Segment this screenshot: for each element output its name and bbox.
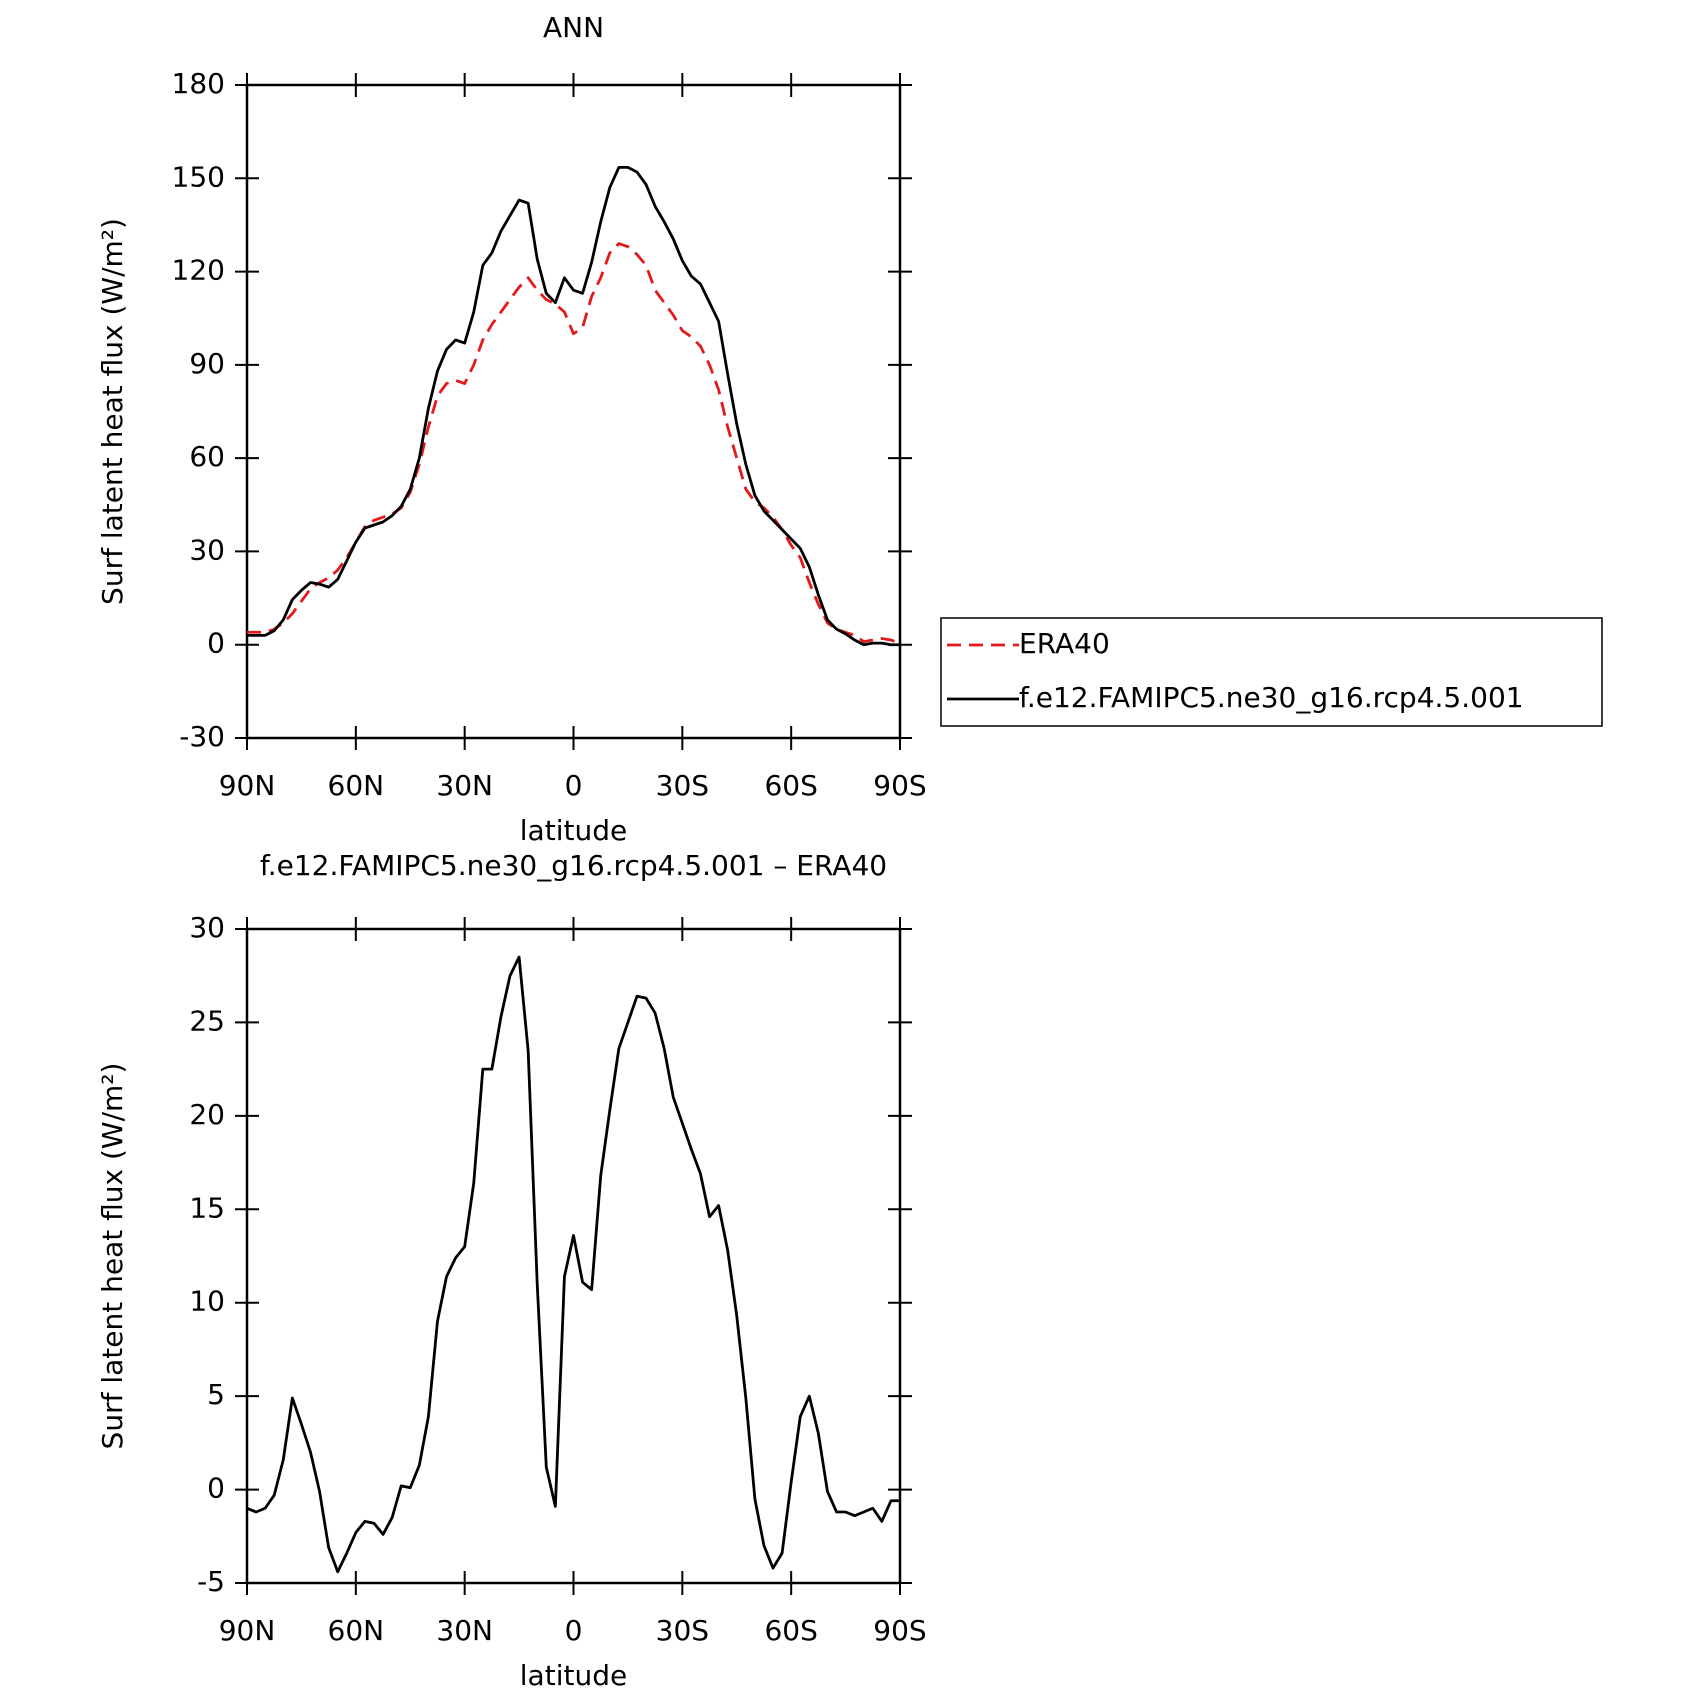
x-tick-label: 90N xyxy=(219,769,276,802)
y-tick-label: 10 xyxy=(189,1285,225,1318)
y-tick-label: 30 xyxy=(189,911,225,944)
plot-frame xyxy=(245,927,902,1585)
y-tick-label: 0 xyxy=(207,1472,225,1505)
data-line xyxy=(247,242,901,645)
y-tick-label: -30 xyxy=(179,720,225,753)
x-axis-label: latitude xyxy=(520,1659,627,1691)
x-tick-label: 90S xyxy=(873,1614,926,1647)
x-tick-label: 60S xyxy=(764,769,817,802)
legend-label: f.e12.FAMIPC5.ne30_g16.rcp4.5.001 xyxy=(1019,681,1524,714)
y-axis-label: Surf latent heat flux (W/m²) xyxy=(96,1063,129,1450)
y-tick-label: 15 xyxy=(189,1191,225,1224)
y-tick-label: 30 xyxy=(189,533,225,566)
legend-box xyxy=(940,617,1603,727)
x-tick-label: 30S xyxy=(656,769,709,802)
y-tick-label: 20 xyxy=(189,1098,225,1131)
y-tick-label: 5 xyxy=(207,1378,225,1411)
y-tick-label: 150 xyxy=(172,160,225,193)
x-tick-label: 60N xyxy=(328,1614,385,1647)
x-tick-label: 90S xyxy=(873,769,926,802)
plot-frame xyxy=(245,83,902,740)
x-tick-label: 60N xyxy=(328,769,385,802)
x-tick-label: 30N xyxy=(436,769,493,802)
y-tick-label: 120 xyxy=(172,254,225,287)
legend-label: ERA40 xyxy=(1019,627,1110,660)
y-axis-label: Surf latent heat flux (W/m²) xyxy=(96,218,129,605)
x-tick-label: 90N xyxy=(219,1614,276,1647)
data-line xyxy=(247,166,900,647)
y-tick-label: 90 xyxy=(189,347,225,380)
y-tick-label: -5 xyxy=(197,1565,225,1598)
y-tick-label: 60 xyxy=(189,440,225,473)
y-tick-label: 180 xyxy=(172,67,225,100)
x-tick-label: 60S xyxy=(764,1614,817,1647)
x-tick-label: 30N xyxy=(436,1614,493,1647)
y-tick-label: 25 xyxy=(189,1004,225,1037)
x-axis-label: latitude xyxy=(520,814,627,847)
chart-title: ANN xyxy=(543,11,604,44)
x-tick-label: 30S xyxy=(656,1614,709,1647)
x-tick-label: 0 xyxy=(565,769,583,802)
data-line xyxy=(246,955,900,1574)
x-tick-label: 0 xyxy=(565,1614,583,1647)
chart-title: f.e12.FAMIPC5.ne30_g16.rcp4.5.001 – ERA4… xyxy=(260,849,887,882)
y-tick-label: 0 xyxy=(207,627,225,660)
